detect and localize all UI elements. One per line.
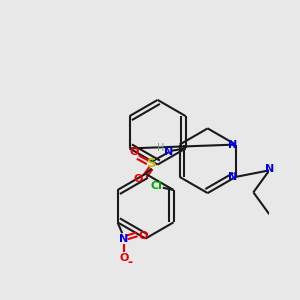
Text: S: S — [147, 157, 157, 170]
Text: N: N — [164, 146, 173, 157]
Text: H: H — [157, 143, 165, 153]
Text: O: O — [129, 146, 139, 157]
Text: N: N — [119, 234, 128, 244]
Text: N: N — [228, 172, 237, 182]
Text: N: N — [228, 140, 237, 150]
Text: O: O — [119, 253, 128, 263]
Text: Cl: Cl — [151, 181, 163, 191]
Text: -: - — [127, 256, 132, 269]
Text: O: O — [138, 231, 148, 241]
Text: N: N — [265, 164, 274, 174]
Text: O: O — [134, 174, 143, 184]
